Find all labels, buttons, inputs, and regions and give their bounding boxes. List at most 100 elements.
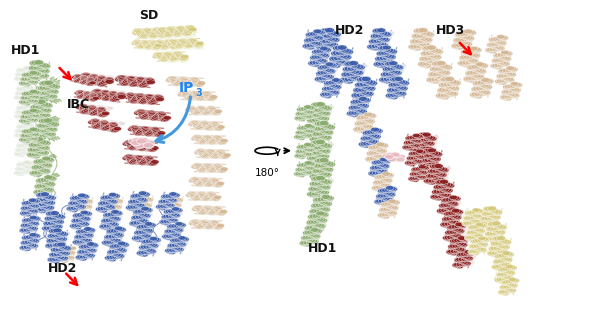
Ellipse shape bbox=[487, 251, 494, 254]
Ellipse shape bbox=[55, 233, 61, 237]
Ellipse shape bbox=[500, 271, 506, 274]
Ellipse shape bbox=[172, 52, 181, 57]
Ellipse shape bbox=[78, 218, 86, 222]
Ellipse shape bbox=[512, 88, 521, 93]
Ellipse shape bbox=[311, 203, 320, 208]
Ellipse shape bbox=[478, 221, 487, 226]
Ellipse shape bbox=[377, 213, 386, 217]
Ellipse shape bbox=[439, 189, 449, 194]
Ellipse shape bbox=[61, 241, 67, 244]
Ellipse shape bbox=[53, 219, 63, 224]
Ellipse shape bbox=[206, 150, 212, 154]
Ellipse shape bbox=[294, 135, 302, 139]
Ellipse shape bbox=[15, 95, 23, 99]
Ellipse shape bbox=[437, 173, 447, 178]
Ellipse shape bbox=[330, 57, 340, 62]
Ellipse shape bbox=[206, 211, 212, 214]
Ellipse shape bbox=[312, 235, 320, 239]
Ellipse shape bbox=[512, 88, 521, 92]
Ellipse shape bbox=[79, 257, 87, 261]
Ellipse shape bbox=[156, 28, 166, 33]
Ellipse shape bbox=[384, 204, 392, 208]
Ellipse shape bbox=[203, 165, 209, 168]
Ellipse shape bbox=[494, 45, 500, 48]
Ellipse shape bbox=[318, 189, 328, 194]
Ellipse shape bbox=[152, 238, 161, 242]
Ellipse shape bbox=[25, 68, 32, 72]
Ellipse shape bbox=[436, 172, 446, 177]
Ellipse shape bbox=[429, 73, 439, 78]
Ellipse shape bbox=[505, 78, 513, 83]
Ellipse shape bbox=[319, 190, 329, 195]
Ellipse shape bbox=[397, 79, 406, 84]
Ellipse shape bbox=[149, 36, 156, 40]
Ellipse shape bbox=[298, 107, 306, 111]
Ellipse shape bbox=[175, 208, 183, 212]
Ellipse shape bbox=[35, 198, 44, 202]
Ellipse shape bbox=[316, 156, 323, 160]
Ellipse shape bbox=[101, 121, 109, 126]
Ellipse shape bbox=[175, 244, 182, 247]
Ellipse shape bbox=[43, 227, 52, 232]
Ellipse shape bbox=[455, 241, 464, 246]
Ellipse shape bbox=[195, 107, 201, 111]
Ellipse shape bbox=[462, 257, 469, 260]
Ellipse shape bbox=[22, 110, 30, 115]
Ellipse shape bbox=[147, 161, 155, 165]
Ellipse shape bbox=[508, 279, 516, 284]
Ellipse shape bbox=[110, 203, 116, 207]
Ellipse shape bbox=[151, 127, 159, 131]
Ellipse shape bbox=[189, 42, 195, 46]
Ellipse shape bbox=[88, 105, 97, 110]
Ellipse shape bbox=[310, 240, 319, 244]
Ellipse shape bbox=[448, 207, 457, 212]
Ellipse shape bbox=[386, 76, 393, 79]
Ellipse shape bbox=[78, 251, 87, 255]
Ellipse shape bbox=[469, 218, 478, 223]
Ellipse shape bbox=[210, 138, 216, 141]
Ellipse shape bbox=[310, 150, 320, 155]
Ellipse shape bbox=[344, 49, 353, 54]
Ellipse shape bbox=[189, 29, 196, 33]
Ellipse shape bbox=[22, 139, 31, 143]
Ellipse shape bbox=[76, 230, 84, 235]
Ellipse shape bbox=[159, 220, 167, 225]
Ellipse shape bbox=[24, 94, 32, 98]
Ellipse shape bbox=[420, 166, 428, 171]
Ellipse shape bbox=[59, 250, 69, 255]
Ellipse shape bbox=[433, 190, 442, 195]
Ellipse shape bbox=[494, 234, 503, 239]
Ellipse shape bbox=[107, 92, 116, 96]
Ellipse shape bbox=[301, 115, 308, 118]
Ellipse shape bbox=[316, 122, 326, 127]
Ellipse shape bbox=[408, 44, 418, 49]
Ellipse shape bbox=[112, 95, 119, 99]
Ellipse shape bbox=[179, 43, 185, 46]
Ellipse shape bbox=[208, 222, 216, 226]
Ellipse shape bbox=[25, 127, 33, 132]
Ellipse shape bbox=[320, 92, 329, 97]
Ellipse shape bbox=[442, 65, 452, 71]
Ellipse shape bbox=[154, 31, 161, 35]
Ellipse shape bbox=[26, 79, 35, 83]
Ellipse shape bbox=[326, 125, 335, 130]
Ellipse shape bbox=[23, 94, 31, 98]
Ellipse shape bbox=[156, 54, 165, 58]
Ellipse shape bbox=[321, 182, 328, 186]
Ellipse shape bbox=[451, 207, 457, 210]
Ellipse shape bbox=[115, 93, 122, 97]
Ellipse shape bbox=[15, 111, 23, 115]
Ellipse shape bbox=[464, 261, 470, 265]
Ellipse shape bbox=[198, 211, 204, 214]
Ellipse shape bbox=[505, 282, 512, 286]
Ellipse shape bbox=[447, 225, 455, 230]
Ellipse shape bbox=[193, 82, 202, 86]
Ellipse shape bbox=[160, 31, 169, 36]
Ellipse shape bbox=[64, 257, 71, 261]
Ellipse shape bbox=[138, 83, 147, 88]
Ellipse shape bbox=[203, 196, 211, 200]
Ellipse shape bbox=[321, 75, 328, 79]
Ellipse shape bbox=[379, 78, 388, 83]
Ellipse shape bbox=[495, 240, 502, 243]
Ellipse shape bbox=[317, 218, 325, 222]
